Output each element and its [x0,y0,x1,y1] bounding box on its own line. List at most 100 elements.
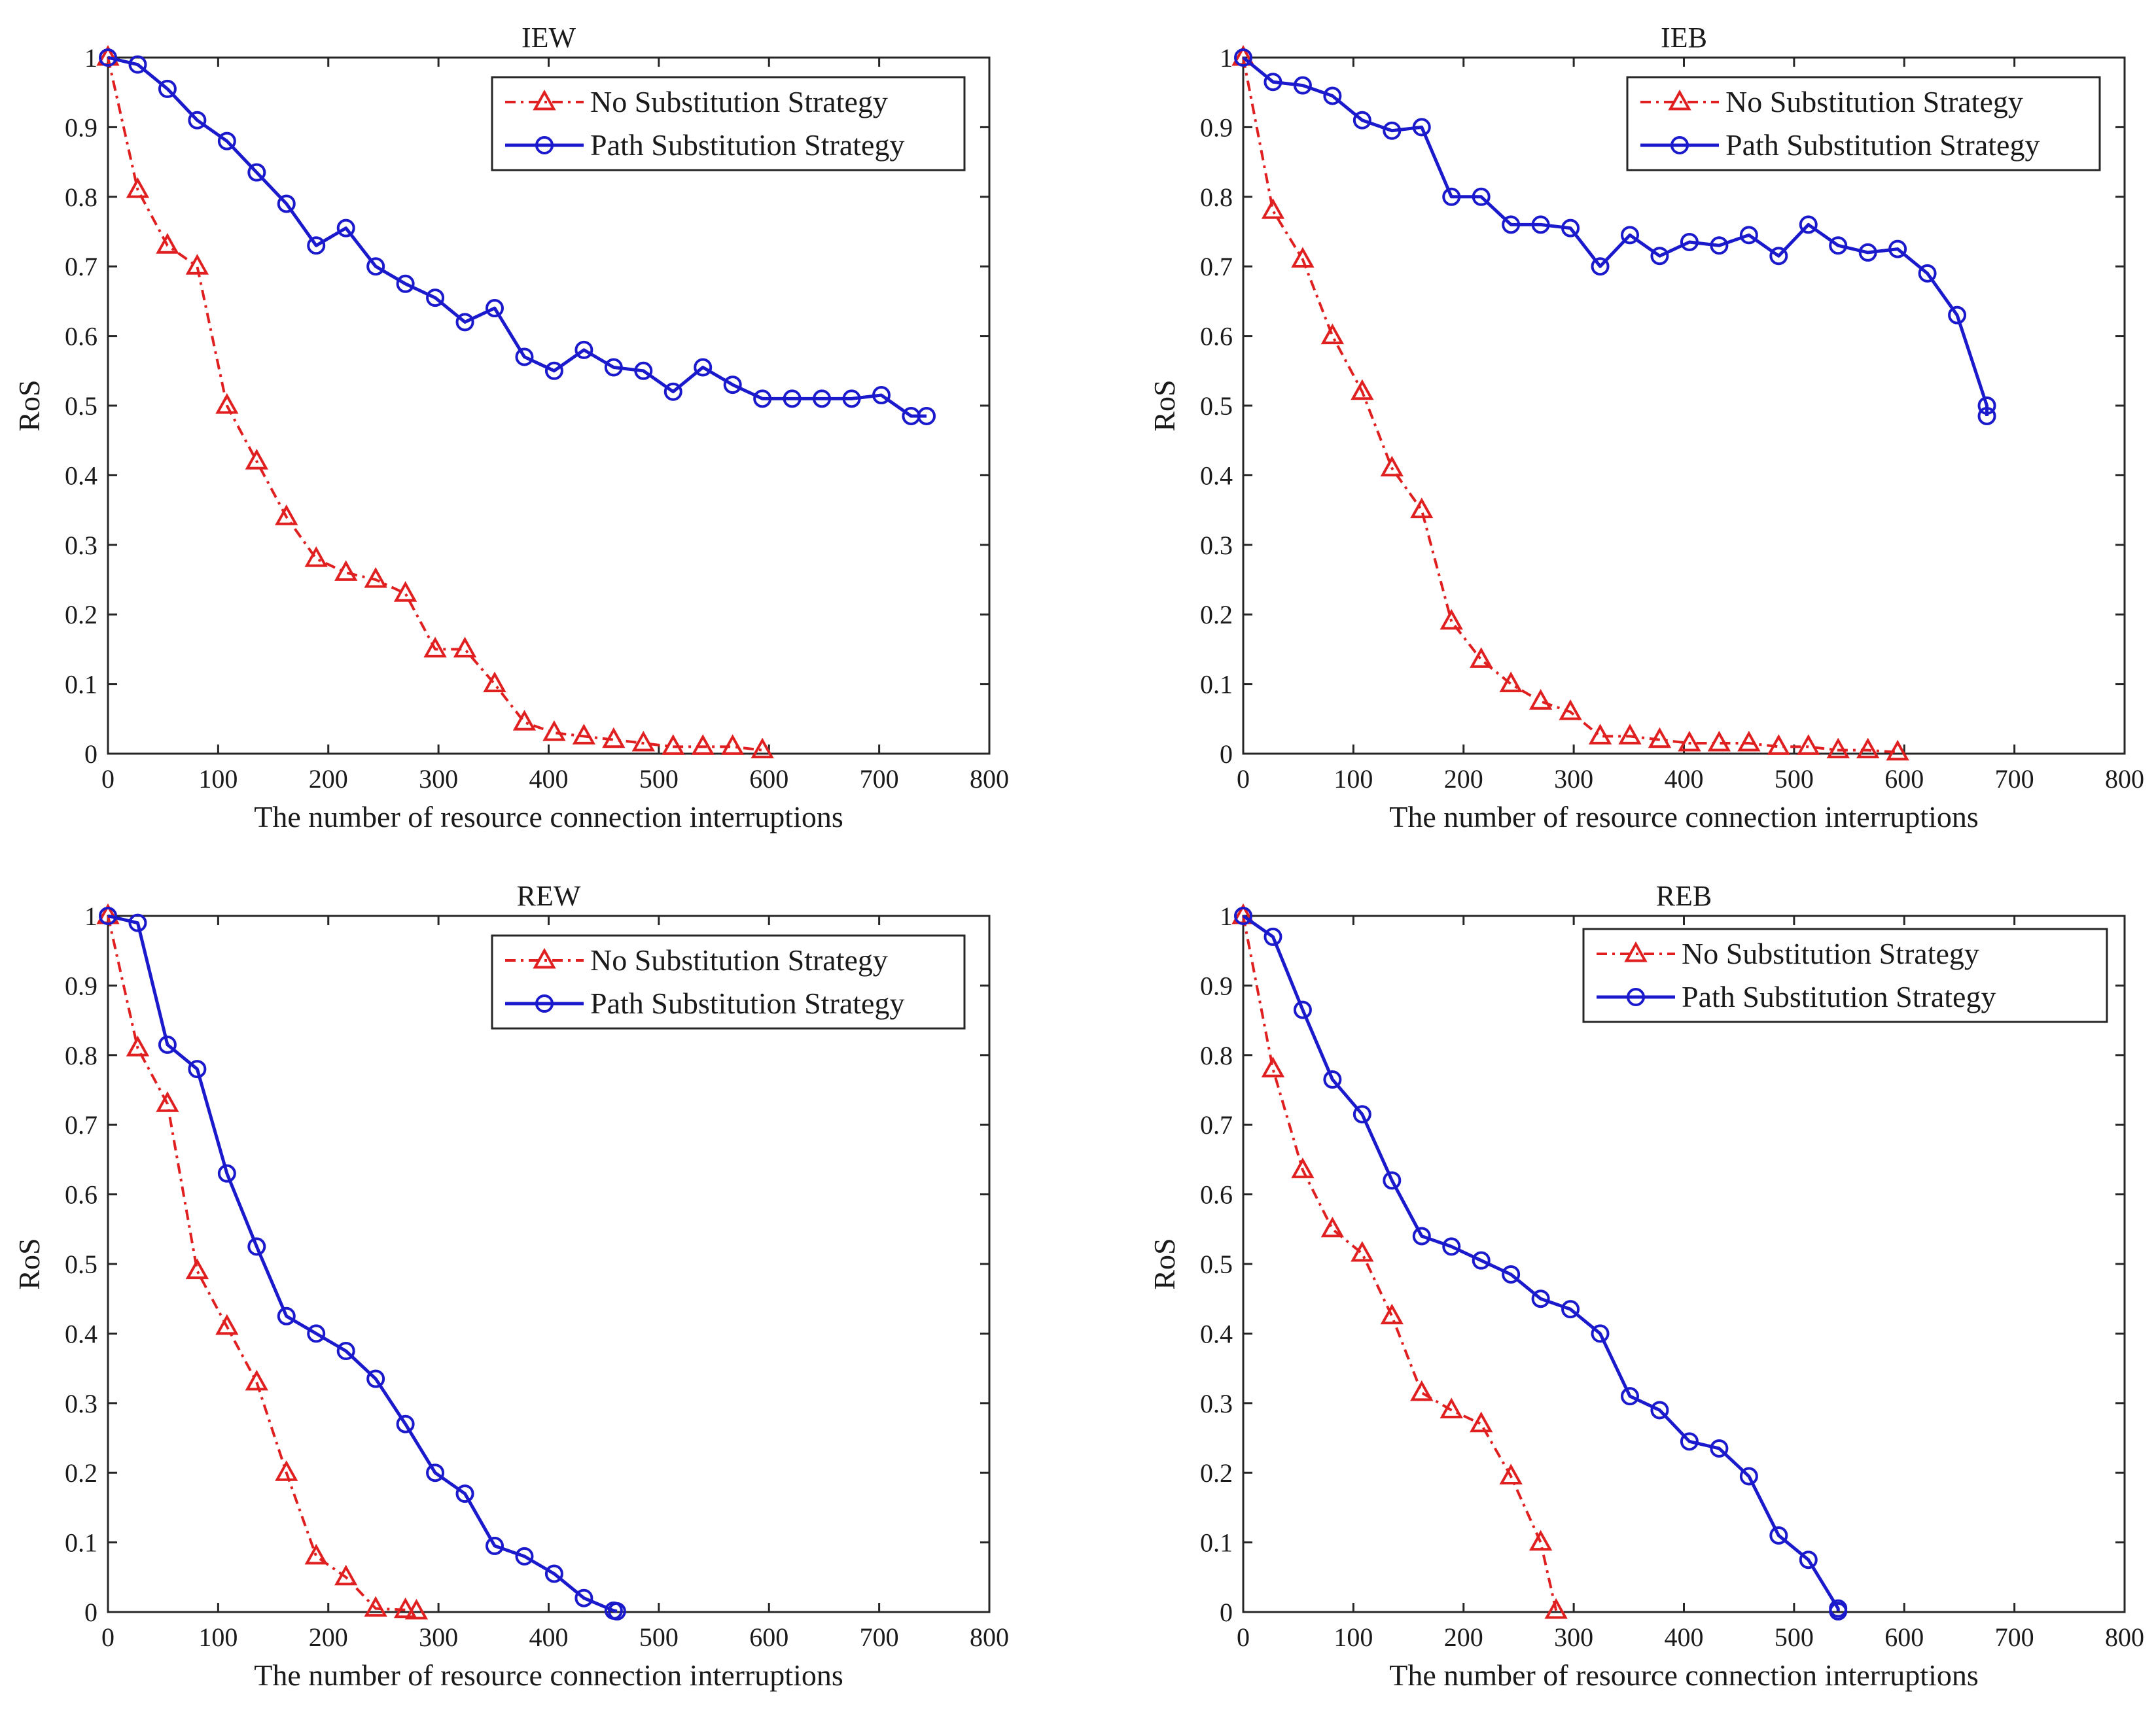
y-tick-label: 0.4 [65,461,97,490]
x-tick-label: 700 [1995,1622,2034,1652]
data-point [634,361,653,380]
x-tick-label: 500 [639,1622,679,1652]
y-tick-label: 0.3 [1200,1389,1233,1418]
y-tick-label: 0.5 [1200,1250,1233,1279]
data-point [1323,1070,1342,1089]
x-tick-label: 800 [2105,1622,2144,1652]
data-point [1499,1464,1523,1485]
legend-swatch-marker [535,136,554,154]
data-point [188,1060,207,1079]
x-tick-label: 800 [970,764,1009,794]
data-point [1858,243,1877,262]
data-point [1948,306,1967,324]
y-tick-label: 0.8 [1200,1041,1233,1070]
data-point [334,560,358,581]
data-point [99,907,117,925]
x-tick-label: 300 [1554,1622,1593,1652]
data-point [247,1237,266,1256]
data-point [1352,1105,1371,1124]
data-point [1797,734,1820,755]
legend-entry: Path Substitution Strategy [590,128,904,162]
y-tick-label: 1 [84,43,97,73]
data-point [1829,236,1848,255]
data-point [1769,247,1788,266]
series-0 [96,903,429,1620]
x-tick-label: 100 [198,1622,238,1652]
legend: No Substitution Strategy Path Substitutio… [1582,928,2108,1023]
data-point [1499,671,1523,693]
series-1 [99,907,626,1621]
y-tick-label: 0.5 [65,1250,97,1279]
data-point [1352,111,1371,130]
data-point [1351,1240,1374,1262]
y-tick-label: 0.4 [1200,461,1233,490]
x-axis-label: The number of resource connection interr… [1389,800,1979,833]
data-point [404,1598,429,1620]
data-point [277,1306,296,1325]
data-point [393,1597,417,1619]
y-axis-label: RoS [1148,379,1181,431]
data-point [721,734,745,755]
legend-swatch-marker [1670,136,1689,154]
data-point [126,177,150,198]
data-point [1918,264,1937,283]
data-point [1264,927,1282,946]
y-axis-label: RoS [12,379,46,431]
y-tick-label: 0.7 [65,1110,97,1140]
data-point [245,449,268,470]
x-tick-label: 600 [1884,764,1924,794]
data-point [1293,76,1312,95]
data-point [336,1342,355,1360]
data-point [1412,1227,1431,1246]
data-point [128,913,147,932]
data-point [366,257,385,276]
y-tick-label: 0.9 [1200,971,1233,1000]
data-point [215,393,239,414]
plot-area [107,56,991,755]
data-point [1380,1303,1404,1325]
data-point [515,1547,534,1566]
data-point [1620,226,1639,245]
series-line [1242,57,1898,754]
legend-swatch-marker [1627,988,1645,1006]
data-point [574,340,593,359]
data-point [1234,48,1252,67]
data-point [307,1324,326,1343]
data-point [1739,226,1758,245]
data-point [1561,1300,1580,1319]
data-point [1293,1000,1312,1019]
y-tick-label: 0.6 [1200,1180,1233,1210]
y-tick-label: 0.8 [1200,183,1233,212]
series-0 [1231,44,1909,761]
x-tick-label: 0 [101,1622,115,1652]
data-point [1829,1602,1848,1621]
data-point [691,734,715,755]
data-point [455,1484,474,1503]
y-tick-label: 0.7 [1200,1110,1233,1140]
x-tick-label: 0 [101,764,115,794]
legend-entry: Path Substitution Strategy [590,987,904,1020]
y-axis-label: RoS [1148,1238,1181,1289]
x-tick-label: 700 [1995,764,2034,794]
data-point [1380,455,1404,477]
data-point [156,233,179,254]
data-point [544,1564,563,1583]
x-tick-label: 600 [1884,1622,1924,1652]
x-tick-label: 800 [970,1622,1009,1652]
data-point [1291,1157,1315,1178]
x-tick-label: 200 [309,1622,348,1652]
y-tick-label: 0.3 [1200,531,1233,560]
data-point [1648,727,1672,748]
data-point [156,1091,179,1112]
y-tick-label: 0.2 [65,1458,97,1488]
data-point [185,1258,209,1280]
legend-box [491,934,966,1030]
data-point [1977,396,1996,415]
legend-swatch-marker [1668,89,1691,111]
data-point [1502,215,1521,234]
data-point [662,734,685,755]
data-point [393,581,417,602]
data-point [396,1414,415,1433]
data-point [1710,1439,1729,1458]
data-point [1707,730,1731,752]
